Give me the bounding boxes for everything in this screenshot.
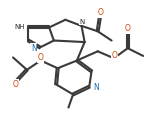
Text: N: N: [93, 83, 99, 92]
Text: O: O: [111, 51, 117, 60]
Text: N: N: [31, 44, 37, 53]
Text: O: O: [125, 24, 131, 33]
Text: O: O: [98, 8, 104, 17]
Text: NH: NH: [14, 24, 25, 30]
Text: O: O: [12, 80, 18, 89]
Text: O: O: [38, 53, 44, 62]
Text: N: N: [80, 19, 85, 25]
